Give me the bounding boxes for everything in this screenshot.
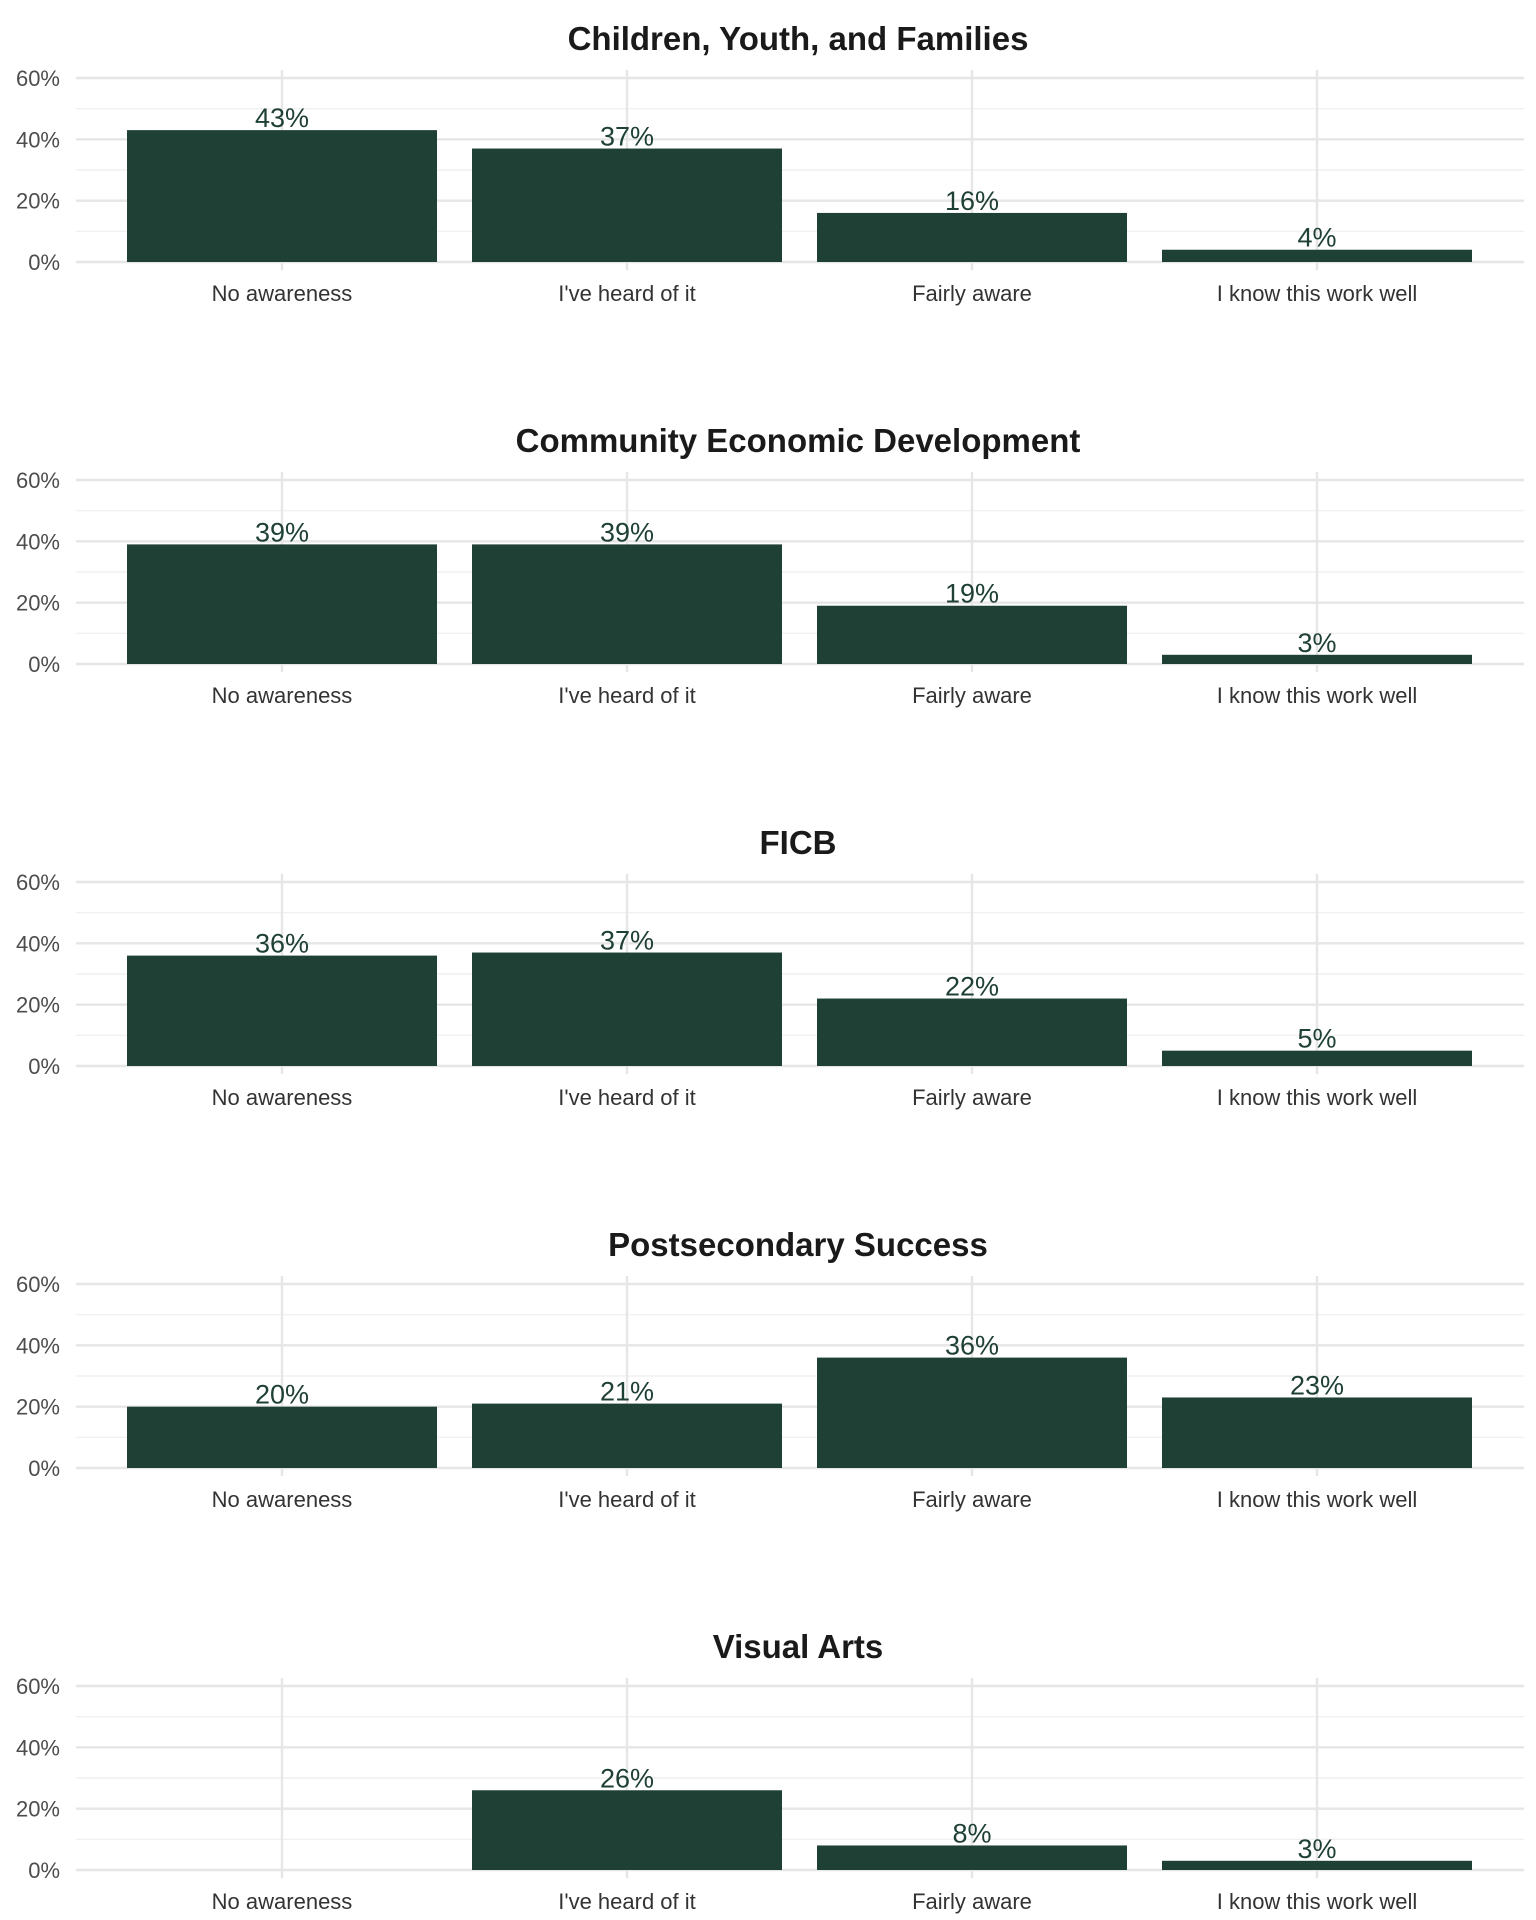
y-tick-label: 20% [16,591,60,616]
x-tick-label: I've heard of it [558,683,696,708]
panel-title: Postsecondary Success [608,1226,988,1263]
panel-0: Children, Youth, and Families 0% 20% 40% 60%… [16,20,1524,306]
x-tick-label: No awareness [212,1085,353,1110]
x-tick-label: I've heard of it [558,1889,696,1914]
x-tick-label: Fairly aware [912,1487,1032,1512]
panel-2: FICB 0% 20% 40% 60% 36% No awareness 37% I've he… [16,824,1524,1110]
panel-title: FICB [760,824,837,861]
data-label: 37% [600,122,654,152]
y-tick-label: 40% [16,931,60,956]
x-tick-label: I know this work well [1217,683,1418,708]
x-tick-label: Fairly aware [912,683,1032,708]
bar [472,148,782,262]
panel-title: Children, Youth, and Families [568,20,1029,57]
bar [1162,654,1472,664]
panel-3: Postsecondary Success 0% 20% 40% 60% 20% No aw… [16,1226,1524,1512]
panel-4: Visual Arts 0% 20% 40% 60% No awareness 26% I'v… [16,1628,1524,1914]
y-tick-label: 60% [16,66,60,91]
x-tick-label: No awareness [212,1487,353,1512]
x-tick-label: I've heard of it [558,281,696,306]
bar [817,1845,1127,1870]
bar [472,1403,782,1468]
data-label: 19% [945,579,999,609]
x-tick-label: I've heard of it [558,1487,696,1512]
y-tick-label: 20% [16,993,60,1018]
y-tick-label: 20% [16,1797,60,1822]
y-tick-label: 60% [16,870,60,895]
y-tick-label: 40% [16,529,60,554]
y-tick-label: 20% [16,1395,60,1420]
y-tick-label: 0% [28,250,60,275]
data-label: 43% [255,103,309,133]
y-tick-label: 40% [16,1333,60,1358]
data-label: 3% [1297,1834,1336,1864]
bar [817,998,1127,1066]
data-label: 20% [255,1380,309,1410]
data-label: 3% [1297,628,1336,658]
panel-title: Community Economic Development [516,422,1081,459]
data-label: 5% [1297,1024,1336,1054]
y-tick-label: 0% [28,1456,60,1481]
data-label: 22% [945,972,999,1002]
y-tick-label: 60% [16,1272,60,1297]
bar [472,952,782,1066]
bar [472,544,782,664]
x-tick-label: I've heard of it [558,1085,696,1110]
bar [1162,1397,1472,1468]
bar [127,955,437,1066]
x-tick-label: No awareness [212,281,353,306]
x-tick-label: I know this work well [1217,1487,1418,1512]
y-tick-label: 20% [16,189,60,214]
data-label: 36% [255,929,309,959]
data-label: 23% [1290,1370,1344,1400]
y-tick-label: 40% [16,1735,60,1760]
bar [817,212,1127,262]
data-label: 37% [600,926,654,956]
x-tick-label: No awareness [212,1889,353,1914]
y-tick-label: 0% [28,1858,60,1883]
bar [127,544,437,664]
data-label: 26% [600,1763,654,1793]
bar [1162,1050,1472,1066]
x-tick-label: Fairly aware [912,1085,1032,1110]
x-tick-label: Fairly aware [912,281,1032,306]
data-label: 36% [945,1331,999,1361]
bar [127,130,437,262]
x-tick-label: No awareness [212,683,353,708]
bar [817,605,1127,664]
x-tick-label: I know this work well [1217,281,1418,306]
data-label: 39% [255,517,309,547]
bar [1162,249,1472,262]
x-tick-label: I know this work well [1217,1085,1418,1110]
data-label: 39% [600,517,654,547]
panel-1: Community Economic Development 0% 20% 40% 60… [16,422,1524,708]
panel-title: Visual Arts [713,1628,884,1665]
y-tick-label: 0% [28,1054,60,1079]
bar [472,1790,782,1870]
data-label: 4% [1297,223,1336,253]
y-tick-label: 60% [16,468,60,493]
x-tick-label: I know this work well [1217,1889,1418,1914]
data-label: 21% [600,1377,654,1407]
y-tick-label: 40% [16,127,60,152]
bar [817,1357,1127,1468]
x-tick-label: Fairly aware [912,1889,1032,1914]
bar [1162,1860,1472,1870]
data-label: 8% [952,1818,991,1848]
y-tick-label: 60% [16,1674,60,1699]
y-tick-label: 0% [28,652,60,677]
data-label: 16% [945,186,999,216]
bar [127,1406,437,1468]
